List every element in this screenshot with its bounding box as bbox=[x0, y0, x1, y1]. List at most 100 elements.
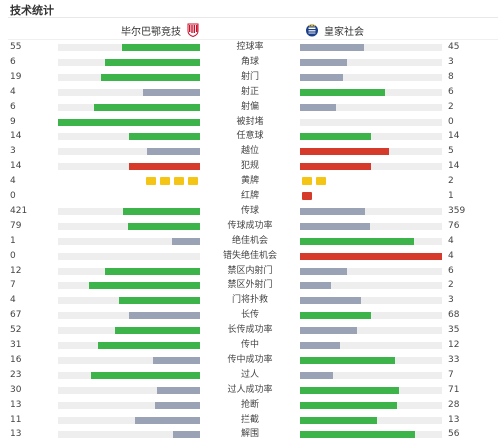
home-stat-bar bbox=[129, 312, 200, 320]
away-stat-value: 4 bbox=[448, 235, 454, 246]
yellow-card-icon bbox=[316, 177, 326, 186]
away-stat-bar bbox=[300, 371, 333, 379]
home-stat-bar-track bbox=[58, 44, 200, 51]
home-stat-value: 421 bbox=[10, 205, 28, 216]
stat-row: 13 解围 56 bbox=[0, 427, 500, 442]
away-stat-value: 3 bbox=[448, 295, 454, 306]
home-stat-bar bbox=[104, 267, 200, 275]
away-stat-bar bbox=[300, 237, 414, 245]
away-stat-bar-track bbox=[300, 237, 442, 245]
away-stat-value: 8 bbox=[448, 71, 454, 82]
home-stat-bar bbox=[129, 163, 200, 171]
stat-label: 长传 bbox=[240, 310, 259, 321]
stat-row: 11 拦截 13 bbox=[0, 413, 500, 428]
home-stat-value: 16 bbox=[10, 354, 22, 365]
away-stat-bar-track bbox=[300, 88, 442, 96]
away-stat-value: 35 bbox=[448, 325, 460, 336]
stat-label: 射偏 bbox=[240, 101, 259, 112]
home-stat-value: 1 bbox=[10, 235, 16, 246]
stat-row: 4 射正 6 bbox=[0, 85, 500, 100]
home-stat-value: 0 bbox=[10, 191, 16, 201]
home-stat-value: 4 bbox=[10, 176, 16, 187]
away-stat-value: 4 bbox=[448, 250, 454, 261]
away-stat-bar bbox=[300, 267, 347, 275]
home-stat-bar bbox=[121, 44, 200, 51]
home-stat-bar-track bbox=[58, 401, 200, 409]
stat-label: 被封堵 bbox=[236, 116, 264, 127]
home-stat-bar bbox=[90, 371, 200, 379]
home-stat-bar-track bbox=[58, 118, 200, 126]
away-stat-bar bbox=[300, 73, 343, 81]
home-stat-bar bbox=[127, 222, 200, 230]
away-stat-value: 68 bbox=[448, 310, 460, 321]
stat-label: 任意球 bbox=[236, 131, 264, 142]
away-stat-value: 3 bbox=[448, 56, 454, 67]
away-stat-bar bbox=[300, 207, 366, 215]
away-stat-value: 6 bbox=[448, 265, 454, 276]
stat-row: 1 绝佳机会 4 bbox=[0, 234, 500, 249]
away-stat-value: 14 bbox=[448, 131, 460, 142]
away-stat-bar-track bbox=[300, 267, 442, 275]
home-team: 毕尔巴鄂竞技 bbox=[121, 22, 200, 38]
away-stat-bar-track bbox=[300, 44, 442, 51]
stat-row: 14 任意球 14 bbox=[0, 129, 500, 144]
stat-label: 过人 bbox=[240, 369, 259, 380]
home-stat-value: 13 bbox=[10, 429, 22, 440]
away-stat-value: 45 bbox=[448, 42, 460, 52]
home-cards bbox=[146, 177, 198, 186]
home-stat-value: 19 bbox=[10, 71, 22, 82]
home-stat-value: 4 bbox=[10, 86, 16, 97]
away-stat-bar bbox=[300, 356, 396, 364]
stat-row: 23 过人 7 bbox=[0, 368, 500, 383]
stat-row: 0 错失绝佳机会 4 bbox=[0, 249, 500, 264]
away-stat-bar-track bbox=[300, 73, 442, 81]
away-stat-bar bbox=[300, 431, 416, 439]
home-stat-bar bbox=[97, 342, 200, 349]
stat-row: 30 过人成功率 71 bbox=[0, 383, 500, 398]
away-stat-bar-track bbox=[300, 103, 442, 111]
stat-label: 犯规 bbox=[240, 161, 259, 172]
home-stat-value: 12 bbox=[10, 265, 22, 276]
home-stat-bar-track bbox=[58, 297, 200, 305]
real-sociedad-badge-icon bbox=[306, 24, 318, 37]
away-stat-bar-track bbox=[300, 148, 442, 156]
away-stat-bar bbox=[300, 58, 347, 66]
away-stat-bar bbox=[300, 44, 364, 51]
title-divider bbox=[8, 17, 498, 18]
stat-label: 拦截 bbox=[240, 414, 259, 425]
away-stat-bar-track bbox=[300, 342, 442, 349]
stat-row: 67 长传 68 bbox=[0, 308, 500, 323]
stat-label: 射正 bbox=[240, 86, 259, 97]
away-stat-bar bbox=[300, 327, 357, 335]
stat-label: 越位 bbox=[240, 146, 259, 157]
home-stat-bar-track bbox=[58, 282, 200, 290]
stat-label: 传中成功率 bbox=[227, 354, 273, 365]
home-stat-bar-track bbox=[58, 88, 200, 96]
away-cards bbox=[302, 192, 312, 200]
away-stat-bar bbox=[300, 252, 442, 260]
home-stat-value: 52 bbox=[10, 325, 22, 336]
away-stat-bar bbox=[300, 103, 336, 111]
home-stat-bar-track bbox=[58, 356, 200, 364]
home-stat-bar bbox=[154, 401, 200, 409]
away-stat-value: 28 bbox=[448, 399, 460, 410]
stat-row: 19 射门 8 bbox=[0, 70, 500, 85]
stat-label: 绝佳机会 bbox=[231, 235, 268, 246]
home-stat-bar-track bbox=[58, 237, 200, 245]
away-stat-value: 359 bbox=[448, 205, 466, 216]
away-stat-bar bbox=[300, 312, 371, 320]
stat-row: 16 传中成功率 33 bbox=[0, 353, 500, 368]
stat-row: 7 禁区外射门 2 bbox=[0, 278, 500, 293]
home-stat-bar bbox=[100, 73, 200, 81]
home-stat-bar bbox=[93, 103, 200, 111]
yellow-card-icon bbox=[146, 177, 156, 186]
home-stat-value: 67 bbox=[10, 310, 22, 321]
home-stat-bar-track bbox=[58, 73, 200, 81]
home-stat-bar-track bbox=[58, 342, 200, 349]
stat-label: 禁区内射门 bbox=[227, 265, 273, 276]
stat-label: 长传成功率 bbox=[227, 325, 273, 336]
away-stat-value: 14 bbox=[448, 161, 460, 172]
home-stat-bar bbox=[146, 148, 200, 156]
away-stat-bar bbox=[300, 401, 397, 409]
home-stat-value: 79 bbox=[10, 220, 22, 231]
